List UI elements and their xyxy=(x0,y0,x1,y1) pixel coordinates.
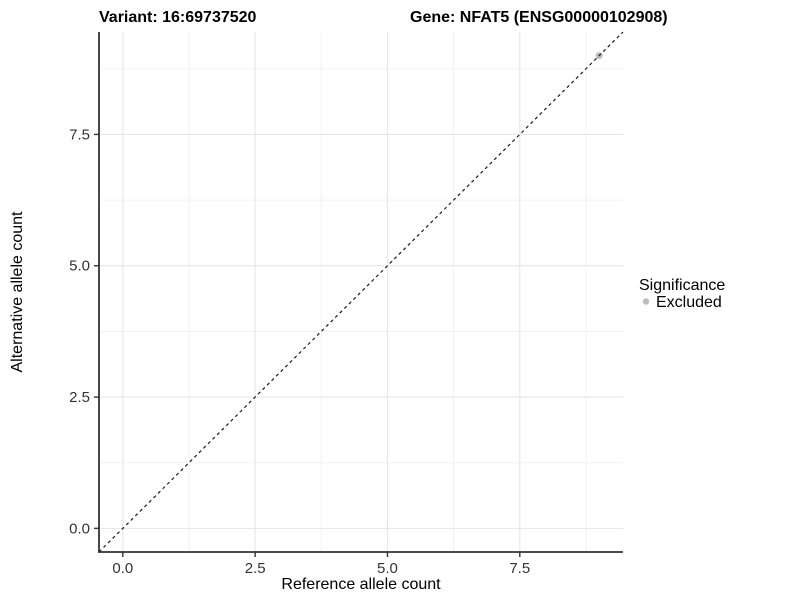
x-axis-title: Reference allele count xyxy=(281,576,441,593)
axis-lines xyxy=(98,32,623,553)
legend-title: Significance xyxy=(639,277,725,294)
tick-marks xyxy=(94,133,521,557)
plot-title-variant: Variant: 16:69737520 xyxy=(99,9,257,26)
svg-text:2.5: 2.5 xyxy=(69,389,90,406)
x-tick-labels: 0.0 2.5 5.0 7.5 xyxy=(112,560,530,577)
y-axis-title: Alternative allele count xyxy=(9,211,26,373)
legend-item-excluded: Excluded xyxy=(656,294,722,311)
svg-text:0.0: 0.0 xyxy=(69,520,90,537)
major-gridlines xyxy=(99,32,623,552)
legend: Significance Excluded xyxy=(639,277,725,311)
y-tick-labels: 0.0 2.5 5.0 7.5 xyxy=(69,126,90,537)
minor-gridlines xyxy=(99,32,623,552)
legend-point-icon xyxy=(642,298,650,305)
svg-text:7.5: 7.5 xyxy=(509,560,530,577)
svg-text:5.0: 5.0 xyxy=(377,560,398,577)
plot-title-gene: Gene: NFAT5 (ENSG00000102908) xyxy=(410,9,668,26)
svg-text:0.0: 0.0 xyxy=(112,560,133,577)
svg-text:5.0: 5.0 xyxy=(69,258,90,275)
svg-text:2.5: 2.5 xyxy=(245,560,266,577)
svg-text:7.5: 7.5 xyxy=(69,126,90,143)
identity-line xyxy=(98,31,624,553)
